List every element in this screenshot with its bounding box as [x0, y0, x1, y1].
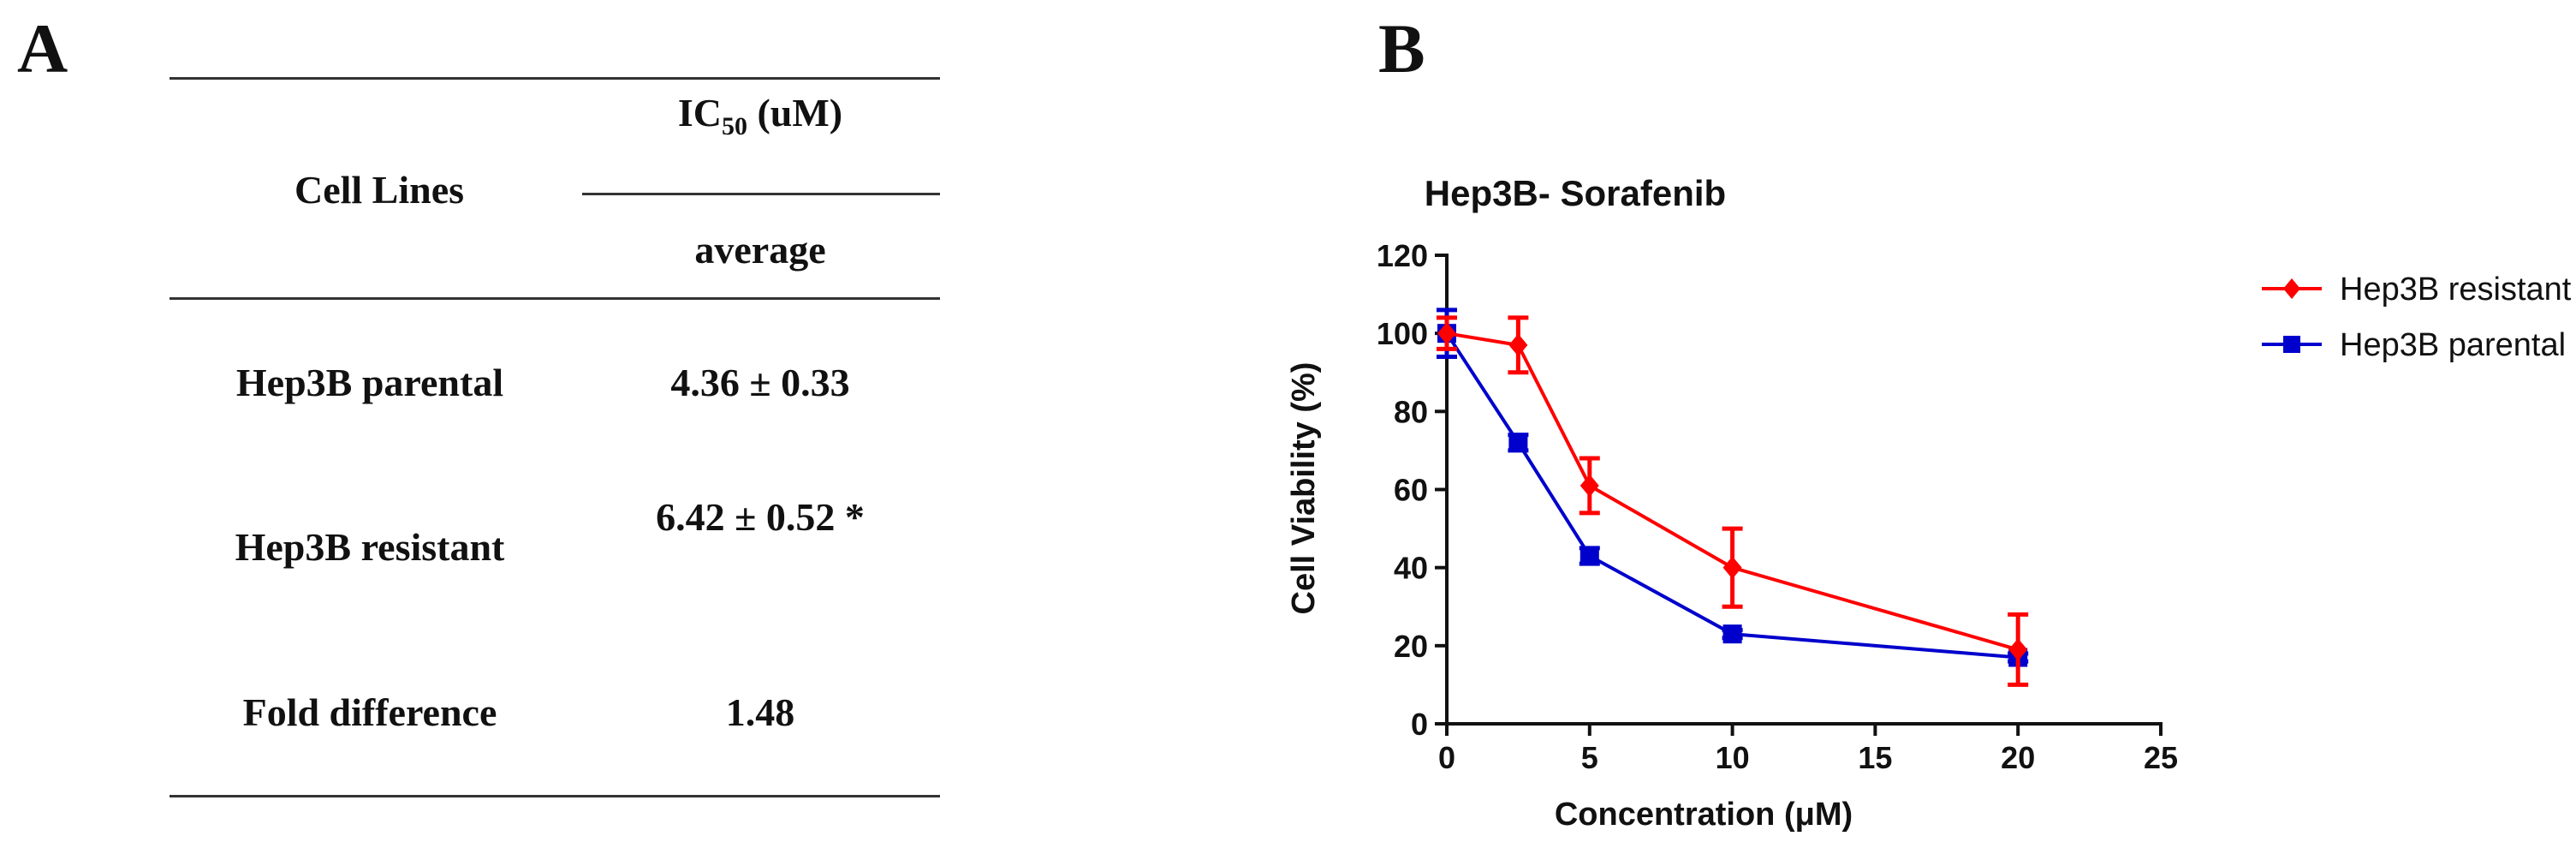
y-tick-label: 40 — [1394, 551, 1428, 586]
y-axis-label: Cell Viability (%) — [1286, 362, 1322, 615]
header-ic50-sub: 50 — [721, 112, 747, 140]
y-tick-label: 100 — [1377, 316, 1428, 351]
row-name-parental: Hep3B parental — [235, 361, 504, 404]
hep3b-parental-point — [1580, 546, 1599, 565]
y-tick-label: 20 — [1394, 629, 1428, 664]
table-bottom-rule — [170, 795, 940, 797]
x-tick-label: 0 — [1438, 740, 1455, 775]
header-cell-lines: Cell Lines — [294, 168, 465, 212]
row-name-resistant: Hep3B resistant — [235, 525, 505, 569]
hep3b-resistant-point — [2008, 638, 2028, 661]
hep3b-resistant-point — [1722, 556, 1742, 579]
header-ic50-suffix: (uM) — [747, 91, 843, 134]
hep3b-resistant-point — [1437, 321, 1456, 345]
panel-a-label: A — [17, 9, 68, 87]
y-tick-label: 0 — [1411, 707, 1428, 742]
x-axis-label: Concentration (μM) — [1555, 797, 1853, 833]
x-tick-label: 15 — [1858, 740, 1892, 775]
legend-label-hep3b-resistant: Hep3B resistant — [2340, 272, 2572, 308]
table-top-rule — [170, 77, 940, 80]
header-average: average — [694, 228, 826, 272]
x-tick-label: 20 — [2001, 740, 2035, 775]
chart-plot-area — [1437, 308, 2029, 687]
hep3b-parental-point — [1722, 624, 1742, 644]
header-ic50: IC50 (uM) — [678, 90, 842, 141]
table-header-rule — [170, 297, 940, 300]
row-value-fold: 1.48 — [725, 690, 795, 734]
viability-chart: Hep3B- Sorafenib Cell Viability (%) Conc… — [1286, 173, 2572, 833]
hep3b-resistant-point — [1580, 474, 1599, 498]
chart-axes: 0 20 40 60 80 100 120 0 5 10 15 20 25 — [1377, 238, 2178, 775]
hep3b-parental-point — [1508, 433, 1528, 452]
row-name-fold: Fold difference — [242, 690, 497, 734]
row-value-resistant: 6.42 ± 0.52 * — [656, 495, 865, 539]
header-ic50-prefix: IC — [677, 91, 722, 134]
y-tick-label: 60 — [1394, 473, 1428, 508]
panel-b-label: B — [1378, 9, 1425, 87]
row-value-parental: 4.36 ± 0.33 — [670, 361, 850, 404]
legend-label-hep3b-parental: Hep3B parental — [2340, 327, 2566, 363]
table-header-subrule — [582, 193, 940, 195]
y-tick-label: 120 — [1377, 238, 1428, 273]
y-tick-label: 80 — [1394, 394, 1428, 429]
chart-title: Hep3B- Sorafenib — [1425, 173, 1726, 213]
x-tick-label: 5 — [1581, 740, 1598, 775]
legend-marker-hep3b-resistant — [2283, 278, 2300, 299]
x-tick-label: 10 — [1716, 740, 1750, 775]
hep3b-parental-line — [1445, 332, 2019, 660]
hep3b-resistant-point — [1508, 333, 1528, 357]
chart-legend: Hep3B resistant Hep3B parental — [2262, 272, 2572, 363]
x-tick-label: 25 — [2144, 740, 2178, 775]
legend-marker-hep3b-parental — [2283, 336, 2300, 353]
